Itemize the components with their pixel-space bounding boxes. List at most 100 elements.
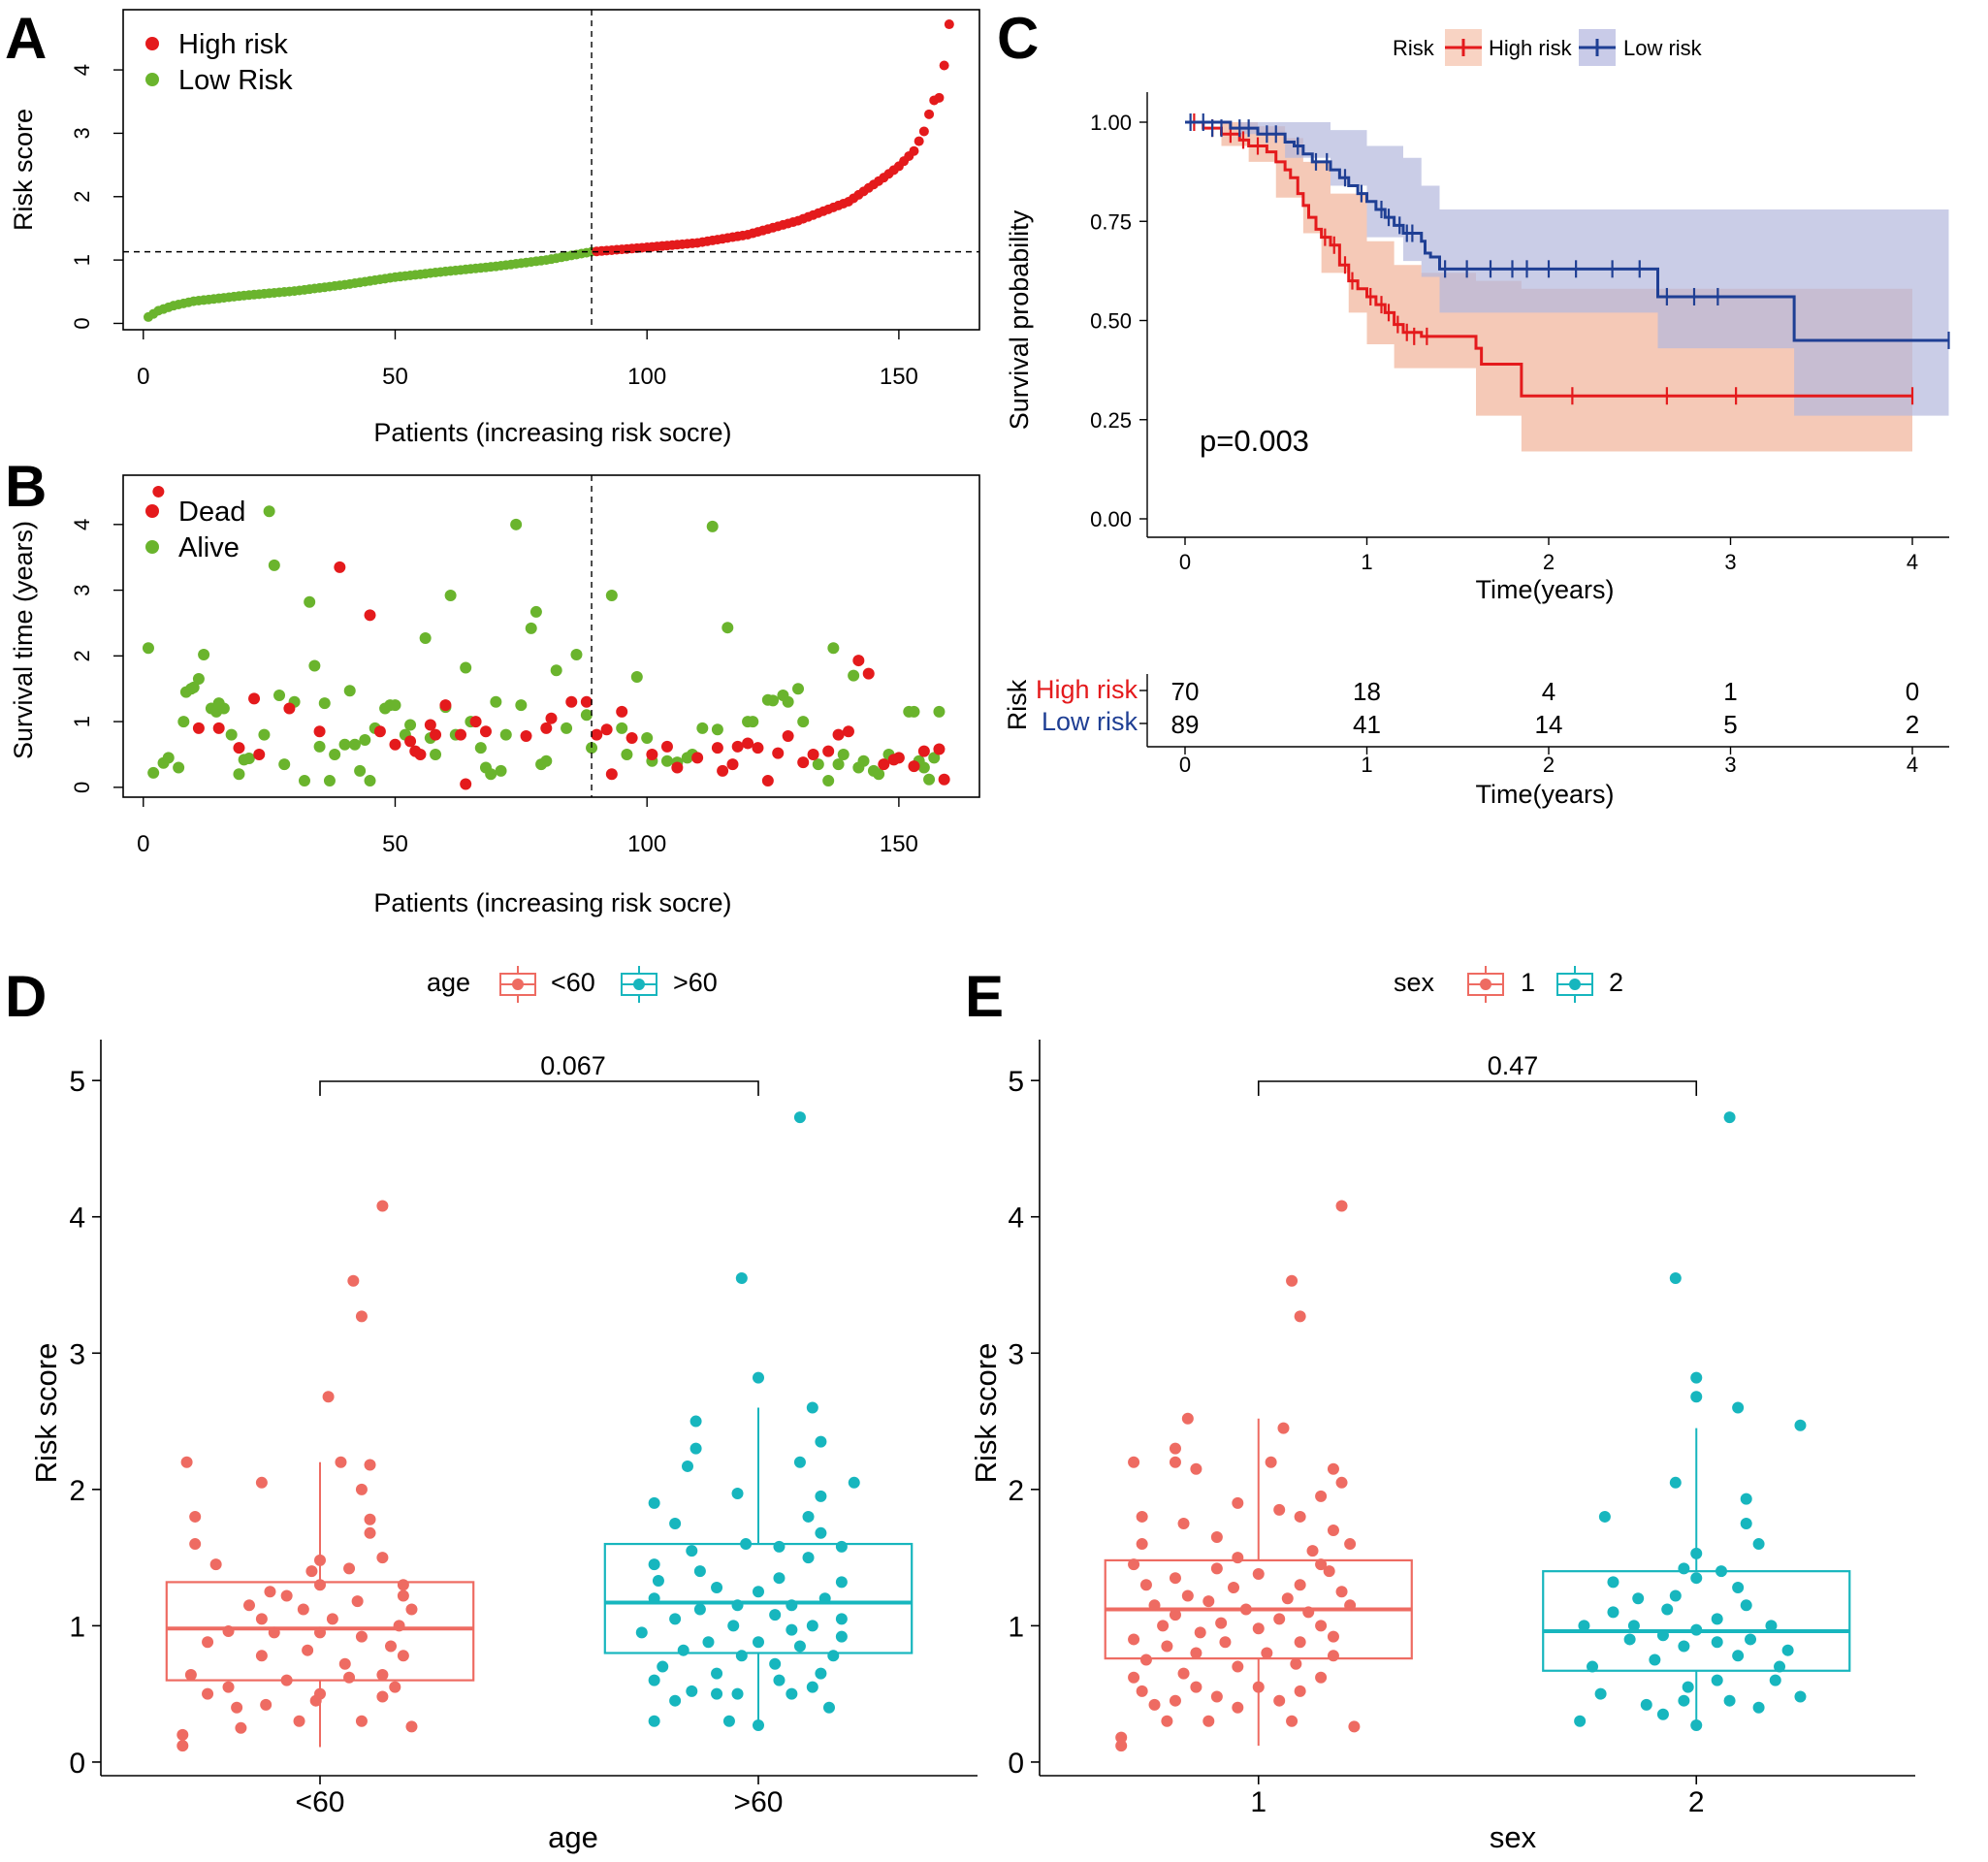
jitter-point [1286, 1715, 1299, 1727]
alive-point [917, 761, 930, 774]
risk-table-x-tick-label: 4 [1907, 753, 1918, 777]
risk-table-cell: 41 [1353, 710, 1381, 739]
jitter-point [806, 1401, 818, 1414]
legend-high-risk-marker [145, 37, 159, 50]
survival-time-plot: 0 50 100 150 0 1 2 3 4 Dead Alive Patients (incr… [9, 474, 980, 917]
jitter-point [735, 1271, 748, 1284]
x-tick-label-b: 50 [382, 831, 408, 857]
jitter-point [1228, 1582, 1240, 1594]
jitter-point [231, 1701, 243, 1714]
jitter-point [753, 1371, 764, 1384]
alive-point [308, 659, 321, 672]
jitter-point [280, 1674, 293, 1686]
y-tick-label-b: 2 [70, 650, 94, 661]
alive-point [822, 775, 835, 787]
jitter-point [1306, 1545, 1319, 1557]
jitter-point [355, 1715, 368, 1727]
dead-point [782, 729, 794, 742]
jitter-point [652, 1575, 664, 1588]
jitter-point [314, 1579, 326, 1591]
jitter-point [1740, 1493, 1752, 1505]
jitter-point [376, 1552, 389, 1564]
x-tick-label-a: 50 [382, 364, 408, 390]
x-tick-label-a: 0 [137, 364, 149, 390]
jitter-point [302, 1644, 314, 1656]
jitter-point [1294, 1510, 1306, 1523]
jitter-point [1344, 1538, 1357, 1551]
legend-high-risk-label: High risk [178, 29, 288, 60]
jitter-point [1327, 1525, 1339, 1536]
dead-point [460, 778, 472, 790]
y-tick-label-c: 0.75 [1090, 209, 1132, 234]
jitter-point [1740, 1517, 1752, 1529]
y-tick-label-a: 2 [70, 191, 94, 203]
dead-point [731, 740, 744, 753]
y-tick-label-c: 0.00 [1090, 507, 1132, 531]
legend-key-point [512, 979, 524, 990]
dead-point [646, 748, 658, 760]
jitter-point [1690, 1371, 1703, 1384]
jitter-point [1752, 1701, 1765, 1714]
jitter-point [405, 1603, 418, 1616]
x-tick-label: 1 [1250, 1786, 1267, 1818]
jitter-point [769, 1609, 782, 1621]
jitter-point [815, 1490, 827, 1502]
alive-point [827, 642, 840, 655]
legend-key-point [1569, 979, 1581, 990]
y-tick-label-b: 1 [70, 716, 94, 727]
jitter-point [835, 1613, 848, 1625]
jitter-point [1232, 1660, 1244, 1673]
dead-point [726, 758, 739, 771]
jitter-point [773, 1540, 786, 1553]
jitter-point [202, 1636, 214, 1649]
jitter-point [702, 1636, 715, 1649]
x-axis-label-c: Time(years) [1475, 575, 1614, 604]
risk-table-cell: 0 [1906, 677, 1919, 706]
alive-point [142, 642, 154, 655]
alive-point [354, 764, 367, 777]
jitter-point [1139, 1653, 1152, 1666]
age-boxplot: age <60 >60 0 1 2 3 4 5 <60 >60 0.067 age Risk … [29, 966, 978, 1854]
jitter-point [255, 1613, 268, 1625]
x-tick-label: >60 [734, 1786, 784, 1818]
alive-point [233, 768, 245, 781]
alive-point [525, 622, 537, 634]
jitter-point [1623, 1633, 1636, 1646]
jitter-point [364, 1459, 376, 1471]
dead-point [742, 737, 754, 750]
jitter-point [1315, 1558, 1328, 1571]
dead-point [852, 655, 865, 667]
y-tick-label-c: 0.25 [1090, 408, 1132, 433]
jitter-point [1732, 1650, 1745, 1662]
alive-point [242, 753, 255, 765]
x-tick-label: <60 [296, 1786, 345, 1818]
jitter-point [786, 1599, 798, 1612]
y-tick-label-c: 0.50 [1090, 309, 1132, 334]
risk-table-row-low-label: Low risk [1042, 707, 1138, 736]
jitter-point [364, 1526, 376, 1539]
alive-point [857, 754, 870, 767]
jitter-point [1690, 1391, 1703, 1403]
alive-point [848, 669, 860, 682]
jitter-point [1327, 1650, 1339, 1662]
jitter-point [635, 1626, 648, 1639]
jitter-point [806, 1620, 818, 1632]
risk-score-point [934, 92, 945, 103]
alive-point [430, 748, 442, 760]
x-axis-label-e: sex [1490, 1820, 1537, 1854]
x-tick-label-c: 1 [1361, 550, 1372, 574]
kaplan-meier-plot: Risk High risk Low risk 0 1 2 3 4 0.00 0.25 0.5… [1003, 29, 1950, 809]
jitter-point [1169, 1456, 1181, 1468]
alive-point [268, 559, 280, 571]
jitter-point [735, 1650, 748, 1662]
jitter-point [1281, 1592, 1294, 1605]
alive-point [561, 722, 573, 734]
dead-point [892, 752, 905, 764]
jitter-point [1273, 1503, 1286, 1516]
jitter-point [1294, 1579, 1306, 1591]
jitter-point [384, 1640, 397, 1653]
alive-point [908, 705, 920, 718]
jitter-point [1649, 1653, 1661, 1666]
alive-point [329, 748, 341, 760]
jitter-point [1215, 1617, 1228, 1629]
